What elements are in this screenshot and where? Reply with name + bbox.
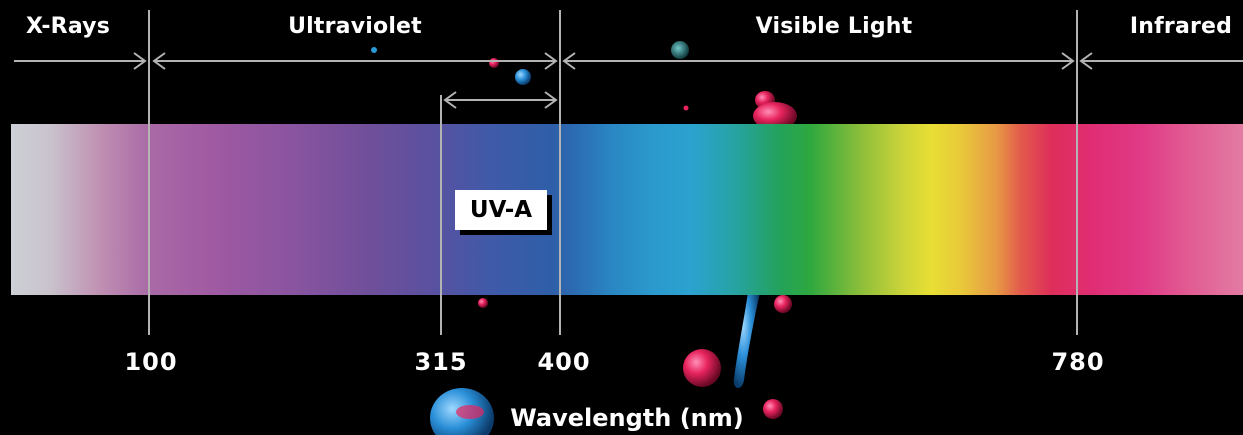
droplet	[478, 298, 488, 308]
spectrum-bar	[11, 124, 1243, 295]
region-label-xrays: X-Rays	[25, 14, 111, 39]
axis-title-wavelength: Wavelength (nm)	[510, 404, 744, 432]
region-label-infrared: Infrared	[1129, 14, 1233, 39]
region-label-visible-light: Visible Light	[755, 14, 913, 39]
droplet	[683, 349, 721, 387]
droplet	[371, 47, 377, 53]
droplet	[683, 105, 689, 111]
region-label-ultraviolet: Ultraviolet	[288, 14, 422, 39]
droplet	[456, 405, 484, 419]
tick-label-100: 100	[124, 348, 178, 376]
uva-label-box: UV-A	[455, 190, 547, 230]
tick-label-400: 400	[537, 348, 591, 376]
droplet	[753, 102, 797, 130]
droplet	[774, 295, 792, 313]
droplet	[671, 41, 689, 59]
tick-label-780: 780	[1051, 348, 1105, 376]
tick-label-315: 315	[414, 348, 468, 376]
droplet-stream	[733, 292, 760, 389]
droplet	[515, 69, 531, 85]
droplet	[763, 399, 783, 419]
